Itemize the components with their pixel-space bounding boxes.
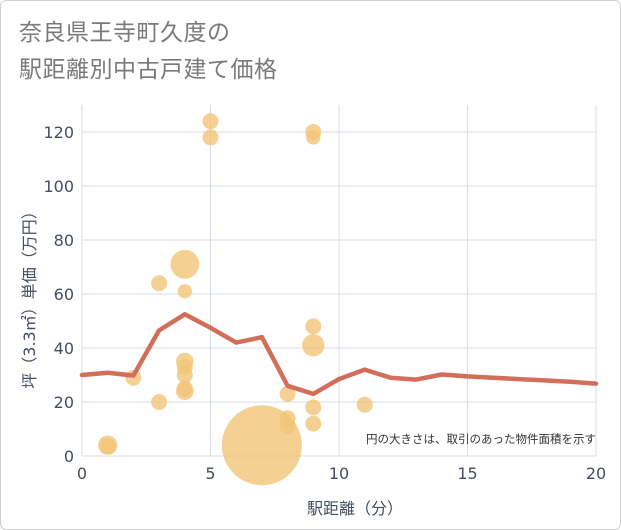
x-axis-label: 駅距離（分）	[307, 499, 403, 518]
x-tick-label-1: 5	[205, 464, 215, 483]
y-tick-label-1: 20	[54, 393, 74, 412]
y-tick-label-0: 0	[64, 447, 74, 466]
size-annotation: 円の大きさは、取引のあった物件面積を示す	[366, 432, 596, 446]
y-tick-label-6: 120	[43, 123, 74, 142]
y-tick-label-4: 80	[54, 231, 74, 250]
bubble-point-1	[99, 438, 116, 455]
bubble-point-6	[177, 284, 192, 299]
bubble-point-17	[279, 418, 296, 435]
bubble-point-9	[176, 367, 193, 383]
x-tick-label-4: 20	[586, 464, 606, 483]
chart-title-line-1: 奈良県王寺町久度の	[19, 20, 231, 46]
bubble-point-23	[305, 415, 322, 432]
bubble-point-5	[170, 249, 200, 279]
y-tick-label-3: 60	[54, 285, 74, 304]
average-line-series	[79, 312, 599, 397]
bubble-point-22	[305, 399, 322, 416]
bubble-point-24	[356, 396, 373, 413]
y-tick-label-5: 100	[43, 177, 74, 196]
bubble-point-21	[302, 334, 325, 357]
bubble-point-4	[151, 394, 168, 410]
grid-lines	[81, 105, 597, 457]
bubble-point-13	[202, 129, 219, 146]
x-tick-label-0: 0	[77, 464, 87, 483]
x-tick-label-2: 10	[329, 464, 349, 483]
bubble-point-15	[279, 385, 296, 402]
bubble-point-11	[176, 382, 194, 401]
bubble-point-20	[305, 318, 322, 335]
chart-title-line-2: 駅距離別中古戸建て価格	[19, 57, 278, 83]
average-price-line-0	[79, 312, 599, 397]
x-tick-label-3: 15	[457, 464, 477, 483]
bubble-point-12	[202, 113, 219, 130]
y-tick-label-2: 40	[54, 339, 74, 358]
chart-title: 奈良県王寺町久度の 駅距離別中古戸建て価格	[19, 15, 278, 89]
y-axis-label: 坪（3.3㎡）単価（万円）	[20, 203, 39, 388]
bubble-series	[98, 113, 373, 486]
y-tick-labels: 0 20 40 60 80 100 120	[43, 123, 74, 466]
bubble-point-19	[306, 130, 321, 145]
x-tick-labels: 0 5 10 15 20	[77, 464, 606, 483]
bubble-point-3	[151, 275, 168, 292]
